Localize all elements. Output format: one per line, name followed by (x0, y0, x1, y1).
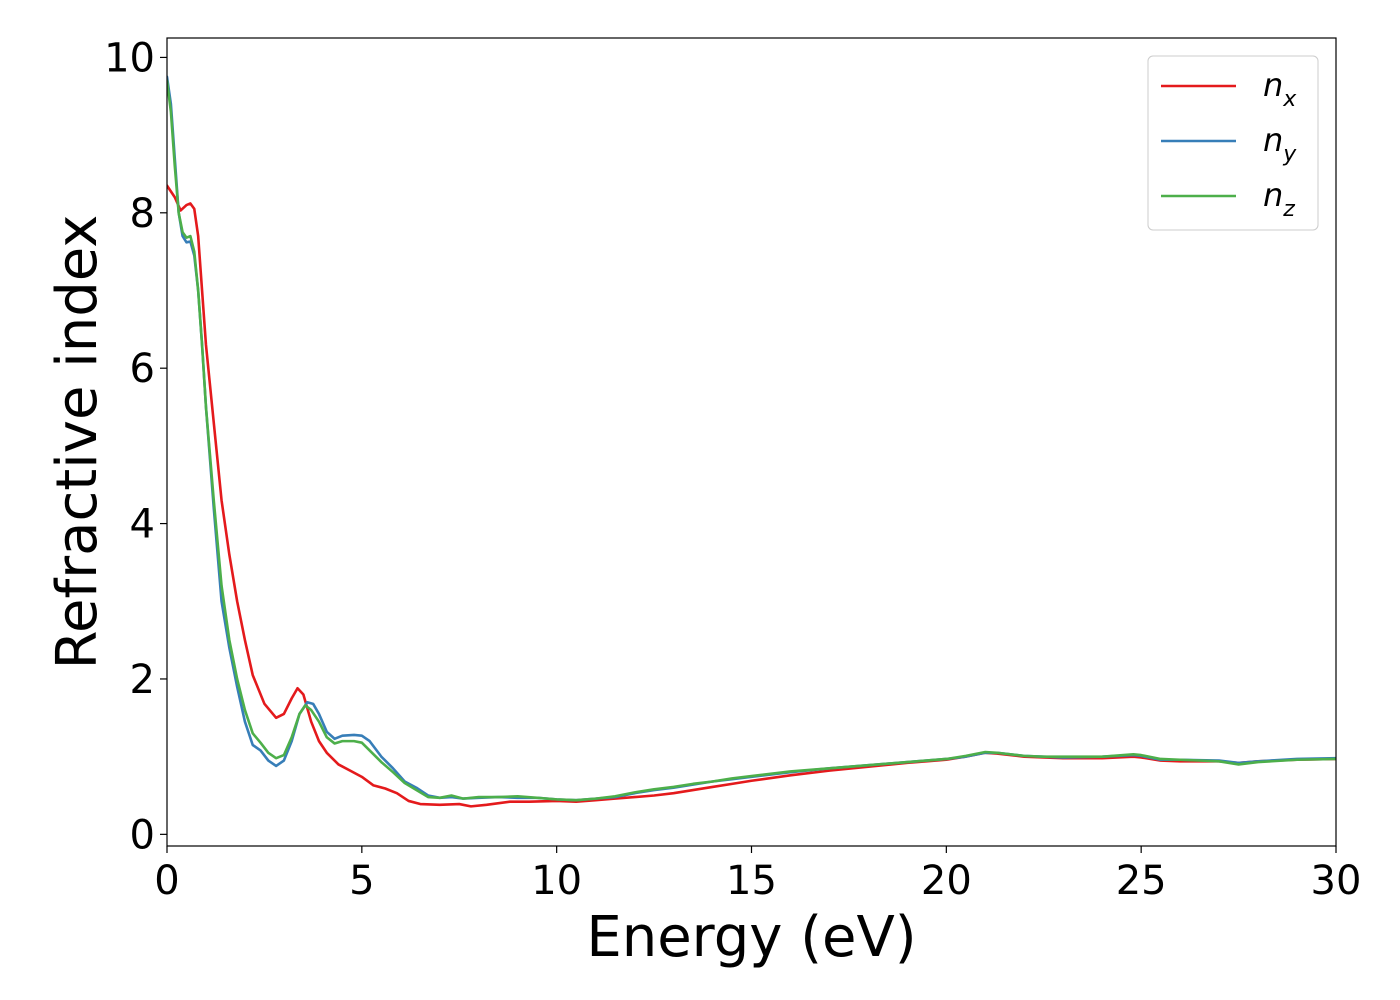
series-layer (167, 75, 1336, 808)
legend-label-n-x: nx (1263, 66, 1297, 112)
x-axis-ticks: 0 5 10 15 20 25 30 (154, 846, 1361, 904)
legend-box (1147, 55, 1319, 231)
x-tick-label: 15 (726, 858, 777, 904)
legend-label-subscript: z (1282, 197, 1295, 222)
x-tick-label: 30 (1311, 858, 1362, 904)
x-tick-label: 20 (921, 858, 972, 904)
x-tick-label: 25 (1116, 858, 1167, 904)
series-line-n-z (167, 79, 1336, 802)
x-axis-label: Energy (eV) (586, 905, 916, 970)
legend-label-base: n (1263, 66, 1283, 104)
x-tick-label: 5 (349, 858, 374, 904)
x-tick-label: 10 (531, 858, 582, 904)
legend-label-n-z: nz (1263, 176, 1295, 222)
y-tick-label: 0 (130, 812, 155, 858)
y-axis-label: Refractive index (45, 215, 110, 670)
y-tick-label: 4 (130, 502, 155, 548)
y-tick-label: 10 (104, 35, 155, 81)
legend-label-base: n (1263, 176, 1283, 214)
y-tick-label: 6 (130, 346, 155, 392)
y-tick-label: 2 (130, 657, 155, 703)
x-tick-label: 0 (154, 858, 179, 904)
y-axis-ticks: 0 2 4 6 8 10 (104, 35, 167, 858)
y-tick-label: 8 (130, 191, 155, 237)
legend-label-subscript: y (1282, 142, 1297, 167)
legend-label-n-y: ny (1263, 121, 1297, 167)
legend-label-subscript: x (1282, 87, 1297, 112)
legend-label-base: n (1263, 121, 1283, 159)
